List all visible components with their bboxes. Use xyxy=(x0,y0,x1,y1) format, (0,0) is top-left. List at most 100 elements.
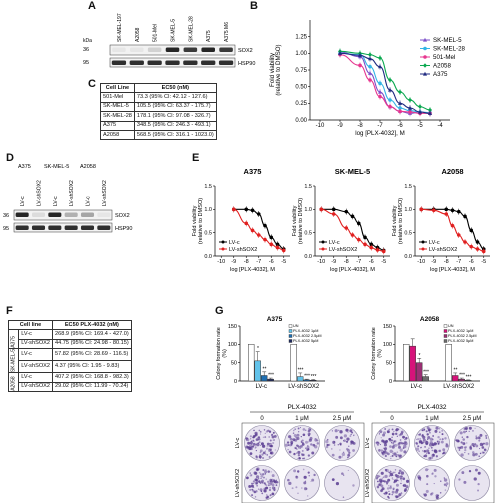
colony xyxy=(297,492,299,495)
colony xyxy=(387,471,390,473)
x-tick-label: -7 xyxy=(356,259,361,265)
x-tick-label: -6 xyxy=(269,259,274,265)
colony xyxy=(427,435,431,439)
y-tick-label: 0 xyxy=(234,379,237,385)
table-cell: 4.37 (95% CI: 1.95 - 9.83) xyxy=(52,360,132,374)
colony xyxy=(294,428,296,430)
legend-label: PLX-4032 5μM xyxy=(293,339,318,343)
colony xyxy=(331,478,335,482)
colony xyxy=(462,438,465,441)
colony xyxy=(269,487,271,489)
colony xyxy=(398,493,402,497)
data-point xyxy=(408,110,412,114)
data-point xyxy=(319,207,324,212)
plot-area: -10 -9 -8 -7 -6 -5 0.0 0.5 1.0 1.5 log [PLX-4032],… xyxy=(392,184,490,273)
table-cell: 407.2 (95% CI: 168.8 - 982.3) xyxy=(52,372,132,383)
marker-95: 95 xyxy=(3,226,9,232)
colony xyxy=(468,426,472,430)
y-axis-label: Fold viability xyxy=(192,205,198,236)
x-tick-label: -8 xyxy=(244,259,249,265)
panel-label-D: D xyxy=(6,152,14,164)
colony xyxy=(475,437,478,440)
significance-mark: ** xyxy=(263,366,267,372)
colony xyxy=(375,441,378,444)
colony xyxy=(348,451,351,454)
colony xyxy=(425,430,428,433)
colony xyxy=(393,430,395,433)
colony xyxy=(265,478,267,480)
sox2-band xyxy=(183,47,198,52)
colony xyxy=(255,490,258,493)
colony xyxy=(430,446,433,449)
colony xyxy=(404,440,407,444)
colony xyxy=(396,478,398,480)
colony xyxy=(303,475,307,479)
group-label: A375 xyxy=(18,164,31,170)
legend-marker xyxy=(421,240,425,244)
sox2-band xyxy=(31,212,46,217)
colony xyxy=(427,433,429,435)
data-point xyxy=(398,101,402,105)
data-point xyxy=(269,242,274,247)
colony xyxy=(267,487,269,489)
data-point xyxy=(244,221,249,226)
colony xyxy=(348,445,350,447)
colony xyxy=(391,428,394,431)
colony xyxy=(392,433,394,435)
data-point xyxy=(356,237,361,242)
colony xyxy=(419,438,422,440)
colony xyxy=(445,482,449,486)
x-tick-label: -6 xyxy=(397,123,403,129)
colony xyxy=(402,435,405,439)
plot-area: -10 -9 -8 -7 -6 -5 0.0 0.5 1.0 1.5 log [PLX-4032],… xyxy=(192,184,290,273)
colony xyxy=(275,484,278,486)
marker-36: 36 xyxy=(3,213,9,219)
colony xyxy=(483,442,485,445)
data-point xyxy=(344,226,349,230)
colony xyxy=(269,439,272,442)
colony xyxy=(394,469,397,471)
colony xyxy=(388,490,390,493)
colony xyxy=(325,445,329,449)
table-cell: 568.5 (95% CI: 316.1 - 1023.0) xyxy=(133,129,217,141)
sox2-band xyxy=(15,212,29,217)
colony xyxy=(273,488,276,491)
data-point xyxy=(418,109,422,114)
colony xyxy=(389,472,394,477)
colony xyxy=(308,441,310,443)
plate-row-label: LV-shSOX2 xyxy=(235,469,241,497)
colony xyxy=(482,451,485,454)
colony xyxy=(249,472,251,474)
colony xyxy=(288,435,292,439)
legend-label: SK-MEL-28 xyxy=(433,46,466,53)
data-point xyxy=(378,94,382,99)
colony xyxy=(347,449,350,452)
colony xyxy=(253,429,255,432)
colony xyxy=(331,430,333,432)
colony xyxy=(252,480,255,483)
colony xyxy=(379,480,383,484)
plate-well xyxy=(454,465,490,501)
colony xyxy=(380,471,384,475)
colony xyxy=(441,430,443,432)
colony xyxy=(326,443,329,447)
colony xyxy=(347,456,349,459)
significance-mark: *** xyxy=(298,367,304,373)
lane-label: 501-Mel xyxy=(153,24,159,42)
colony xyxy=(257,436,261,439)
colony xyxy=(297,446,301,449)
colony xyxy=(464,448,467,452)
legend-marker xyxy=(321,240,325,244)
colony xyxy=(377,480,379,483)
data-point xyxy=(388,104,392,109)
colony xyxy=(398,469,402,473)
colony xyxy=(267,482,271,487)
colony xyxy=(302,442,304,444)
band-label-sox2: SOX2 xyxy=(115,213,130,219)
colony xyxy=(333,444,336,446)
colony xyxy=(296,470,300,473)
ec50-table-c: Cell Line EC50 (nM) 501-Mel 73.3 (95% CI:… xyxy=(100,82,217,141)
colony xyxy=(268,448,270,450)
legend-label: A375 xyxy=(433,71,448,78)
legend: LV-cLV-shSOX2 xyxy=(319,240,357,253)
